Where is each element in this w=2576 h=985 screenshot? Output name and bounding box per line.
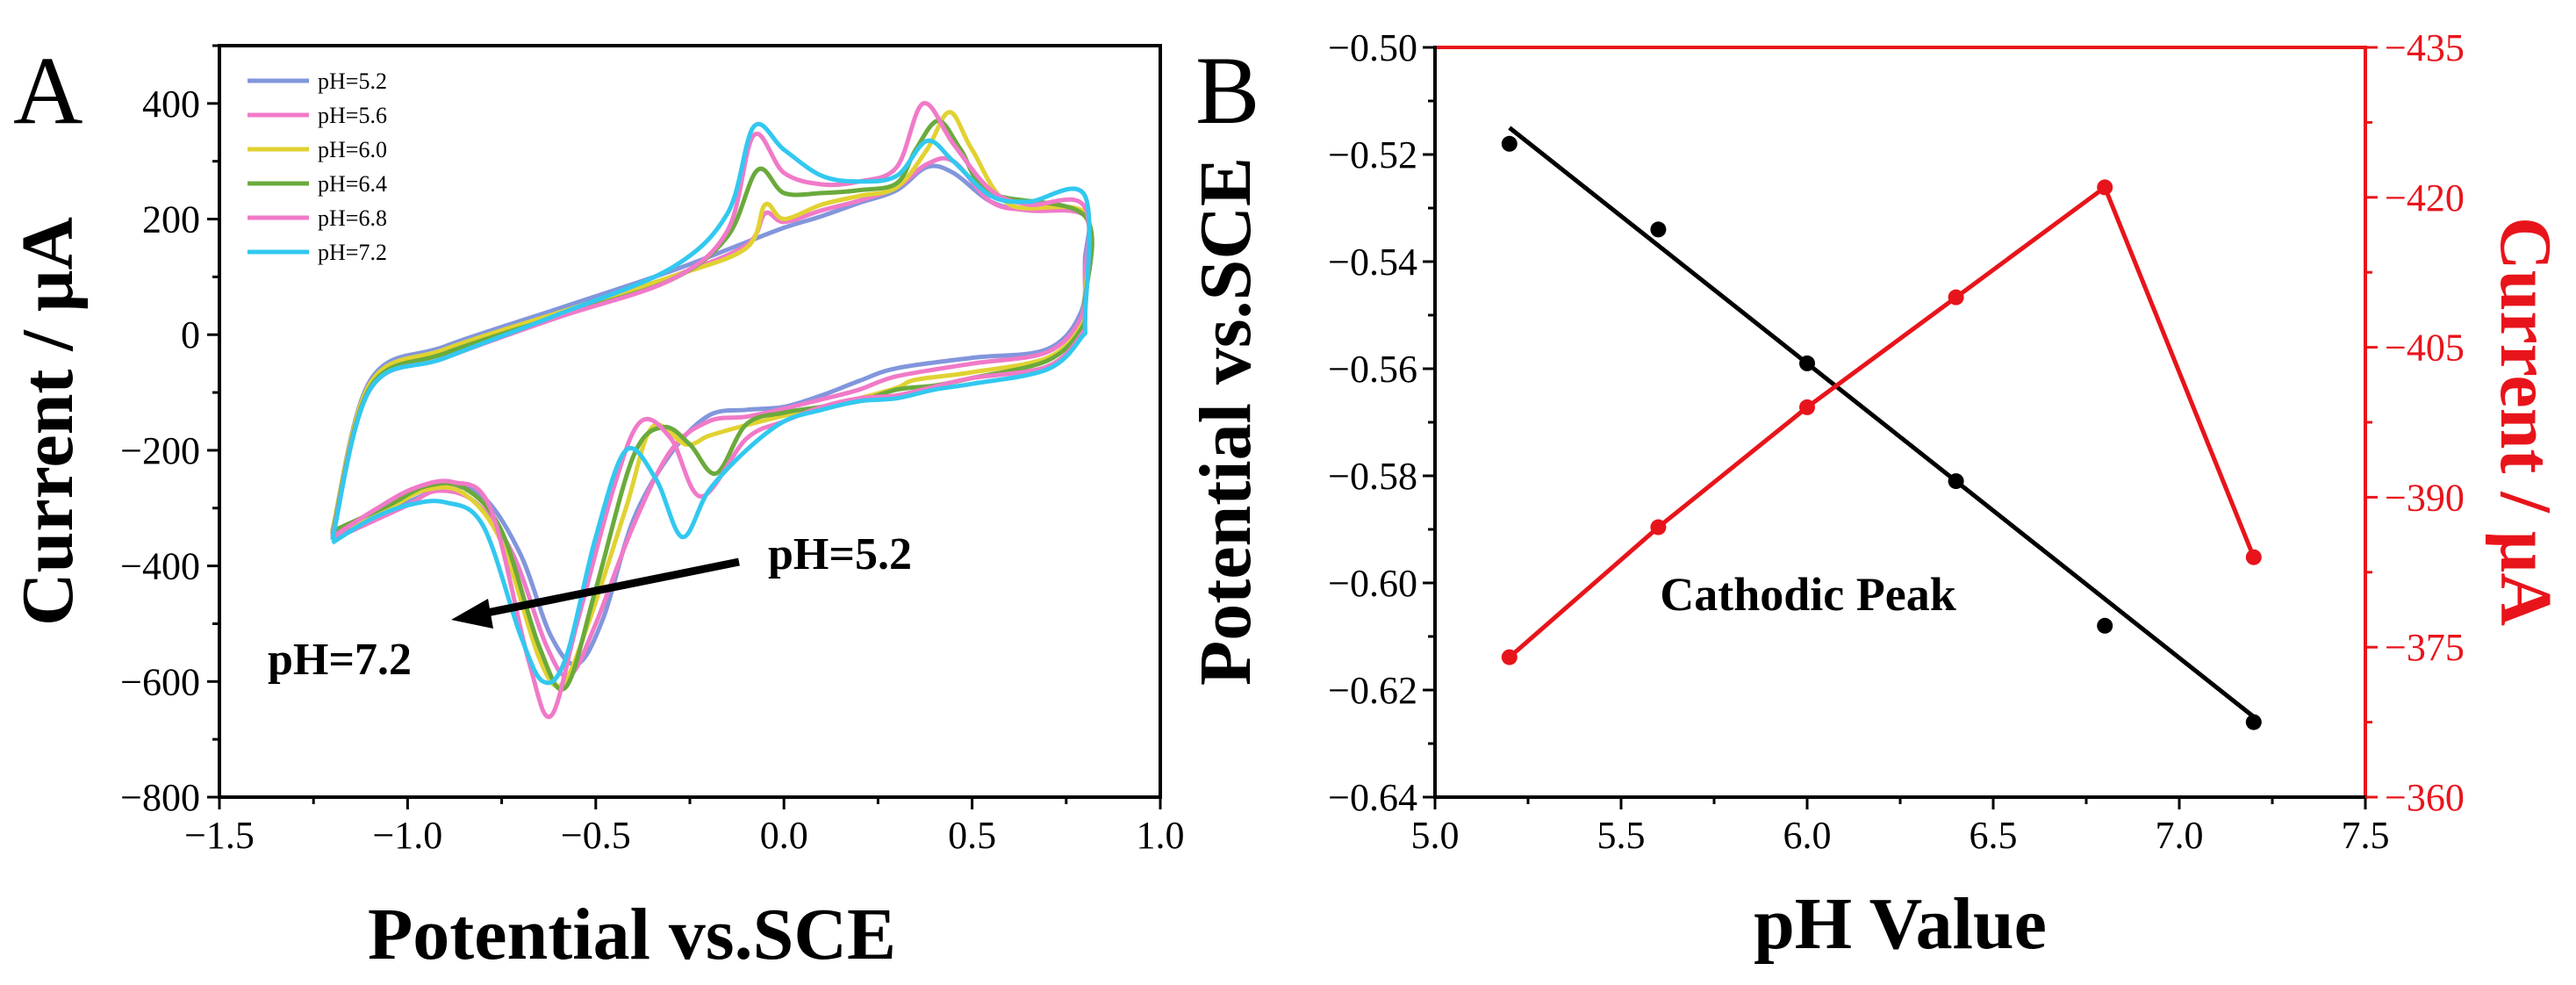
- y-tick-label: 0: [181, 313, 200, 356]
- panel-label-b: B: [1195, 37, 1259, 144]
- legend-label: pH=5.6: [318, 103, 387, 128]
- current-point: [1650, 519, 1667, 536]
- y-axis-title-b: Potential vs.SCE: [1185, 157, 1266, 686]
- cv-curve-0: [330, 163, 1092, 667]
- y-ticks-b: −0.64 −0.62 −0.60 −0.58 −0.56 −0.54 −0.52 −0.50: [1328, 26, 1435, 819]
- current-line: [1508, 183, 2257, 659]
- y-tick-label: −0.54: [1328, 241, 1417, 284]
- cv-curve-4: [330, 101, 1092, 720]
- cv-curve-3: [330, 119, 1094, 692]
- x-tick-label: 1.0: [1137, 814, 1185, 857]
- potential-point: [1650, 221, 1667, 238]
- x-tick-label: 7.5: [2342, 814, 2390, 857]
- x-tick-label: 6.0: [1783, 814, 1832, 857]
- y-ticks-a: −800 −600 −400 −200 0 200 400: [120, 44, 219, 819]
- y-tick-label: −400: [120, 545, 200, 588]
- potential-point: [1501, 135, 1518, 152]
- annotation-ph-52: pH=5.2: [768, 529, 912, 579]
- x-tick-label: 7.0: [2156, 814, 2204, 857]
- potential-point: [1948, 473, 1964, 490]
- cv-curve-1: [330, 155, 1092, 679]
- cv-curve-5: [330, 121, 1092, 686]
- y-tick-label: −600: [120, 660, 200, 703]
- y-tick-label: −0.58: [1328, 455, 1417, 498]
- y-tick-label: 400: [142, 83, 200, 126]
- current-point: [1948, 289, 1964, 306]
- x-axis-title-a: Potential vs.SCE: [368, 894, 896, 975]
- y-tick-label: −0.60: [1328, 562, 1417, 605]
- annotation-cathodic-peak: Cathodic Peak: [1660, 568, 1956, 621]
- x-ticks-a: −1.5 −1.0 −0.5 0.0 0.5 1.0: [184, 797, 1185, 857]
- y2-tick-label: −390: [2385, 476, 2465, 519]
- fit-line: [1508, 126, 2256, 719]
- panel-label-a: A: [13, 37, 83, 144]
- legend-a: pH=5.2 pH=5.6 pH=6.0 pH=6.4 pH=6.8 pH=7.2: [248, 68, 387, 265]
- y-tick-label: −200: [120, 429, 200, 472]
- legend-label: pH=6.0: [318, 137, 387, 162]
- legend-label: pH=5.2: [318, 68, 387, 94]
- potential-point: [2097, 617, 2113, 634]
- legend-label: pH=7.2: [318, 240, 387, 265]
- cv-curves: [330, 101, 1094, 720]
- x-tick-label: −1.0: [372, 814, 442, 857]
- y2-tick-label: −420: [2385, 176, 2465, 219]
- cv-curve-2: [330, 110, 1094, 689]
- y2-axis-title-b: Current / μA: [2485, 217, 2566, 626]
- annotation-ph-72: pH=7.2: [268, 635, 412, 685]
- x-ticks-b: 5.0 5.5 6.0 6.5 7.0 7.5: [1411, 797, 2390, 857]
- x-tick-label: 5.0: [1411, 814, 1460, 857]
- x-axis-title-b: pH Value: [1754, 883, 2047, 965]
- legend-label: pH=6.4: [318, 171, 387, 197]
- x-tick-label: −0.5: [561, 814, 631, 857]
- x-tick-label: 0.0: [760, 814, 808, 857]
- y-tick-label: −0.56: [1328, 348, 1417, 391]
- x-tick-label: −1.5: [184, 814, 255, 857]
- y-tick-label: −0.50: [1328, 26, 1417, 69]
- y-tick-label: −800: [120, 776, 200, 819]
- y2-tick-label: −405: [2385, 327, 2465, 370]
- current-point: [2245, 549, 2262, 565]
- x-tick-label: 5.5: [1597, 814, 1646, 857]
- potential-point: [1799, 355, 1815, 371]
- current-point: [1501, 649, 1518, 665]
- panel-a: A −1.5 −1.0 −0.5 0.0 0.5 1.0 −800 −600 −400 −200…: [7, 37, 1185, 975]
- annotation-arrow: [477, 557, 740, 619]
- potential-point: [2245, 714, 2262, 730]
- y2-tick-label: −375: [2385, 626, 2465, 669]
- x-tick-label: 6.5: [1970, 814, 2018, 857]
- legend-label: pH=6.8: [318, 205, 387, 231]
- arrow-head: [451, 599, 493, 629]
- y2-tick-label: −435: [2385, 26, 2465, 69]
- ph-series: [1501, 126, 2262, 730]
- y2-ticks-b: −360 −375 −390 −405 −420 −435: [2365, 26, 2465, 819]
- y-tick-label: 200: [142, 198, 200, 241]
- current-point: [2097, 179, 2113, 196]
- panel-b: B 5.0 5.5 6.0 6.5 7.0 7.5 −0.64 −0.62 −0.60 −0.5…: [1185, 26, 2566, 965]
- y-axis-title-a: Current / μA: [7, 217, 89, 626]
- y-tick-label: −0.52: [1328, 133, 1417, 176]
- y-tick-label: −0.62: [1328, 669, 1417, 712]
- y2-tick-label: −360: [2385, 776, 2465, 819]
- current-point: [1799, 399, 1815, 415]
- x-tick-label: 0.5: [948, 814, 996, 857]
- y-tick-label: −0.64: [1328, 776, 1417, 819]
